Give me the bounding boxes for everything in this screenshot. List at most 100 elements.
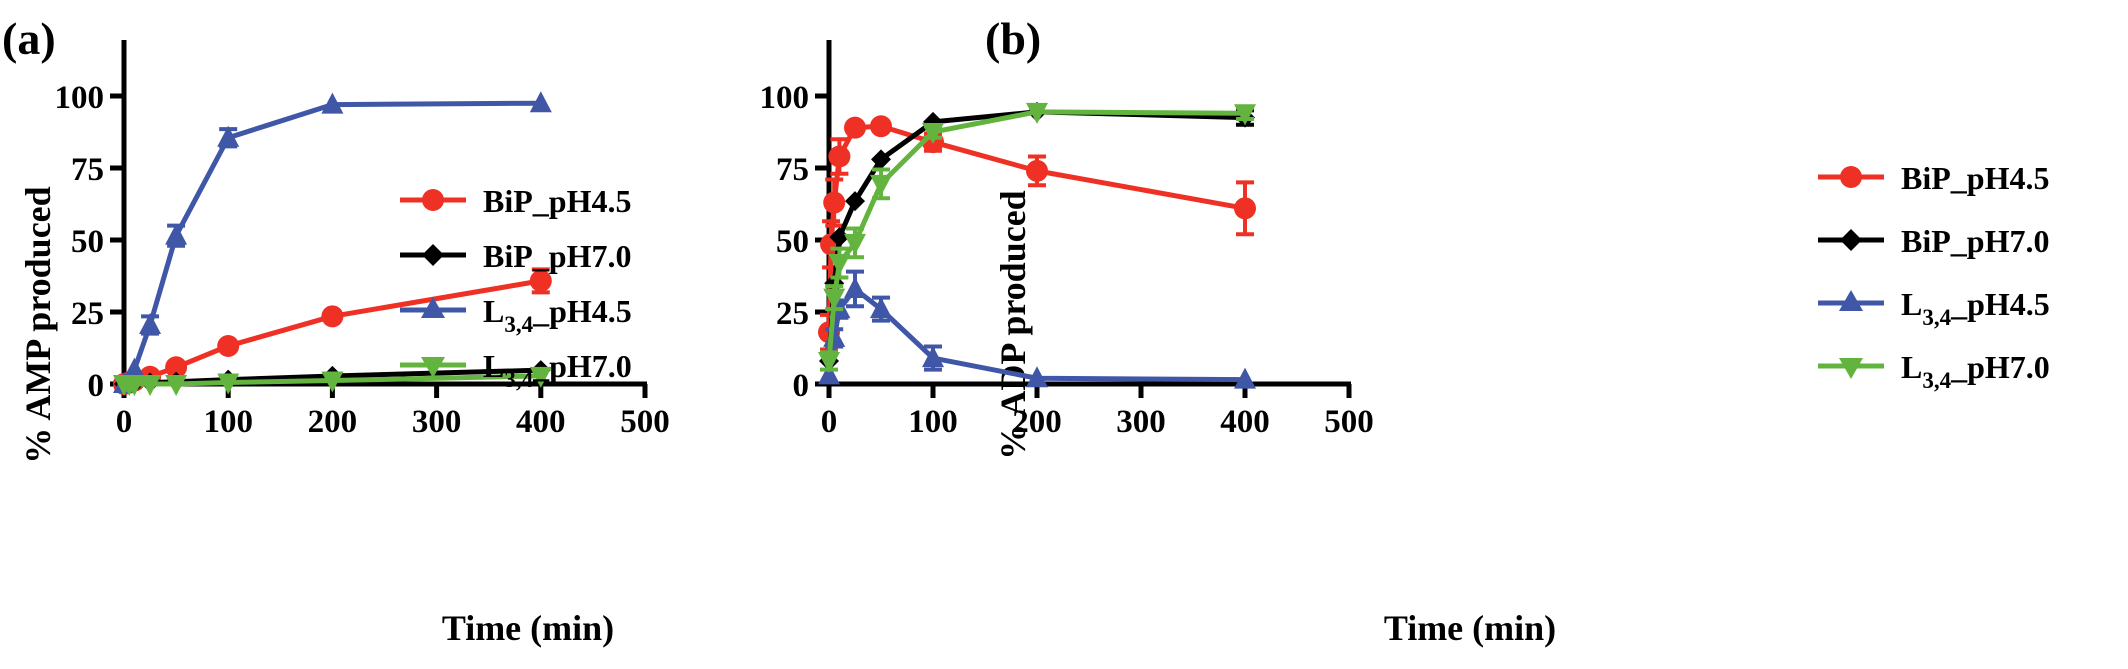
panel-a-series-l3-4-ph4-5-marker	[217, 125, 240, 147]
panel-a-x-tick-label: 300	[412, 404, 462, 440]
panel-b-series-l3-4-ph4-5	[818, 269, 1256, 389]
panel-a-x-tick-label: 400	[516, 404, 566, 440]
panel-b-y-tick-label: 50	[776, 224, 809, 260]
panel-b-series-l3-4-ph7-0-marker	[828, 254, 851, 276]
legend-marker-triangle-down	[421, 357, 445, 378]
panel-a-series-l3-4-ph7-0-marker	[123, 375, 146, 396]
panel-a-series-l3-4-ph4-5-marker	[321, 92, 344, 114]
panel-b-series-bip-ph4-5-marker	[844, 116, 866, 139]
panel-b-series-bip-ph4-5-marker	[1026, 159, 1048, 182]
panel-b-legend-item-l34-ph4-5: L3,4_pH4.5	[1818, 286, 2050, 330]
panel-a-x-axis-label: Time (min)	[442, 608, 614, 648]
panel-b-series-l3-4-ph7-0-marker	[823, 288, 846, 310]
panel-b-series-l3-4-ph4-5-marker	[1234, 367, 1256, 389]
panel-a-x-tick-label: 0	[116, 404, 133, 440]
panel-b-series-bip-ph7-0-marker	[829, 227, 850, 248]
panel-b-series-bip-ph7-0-marker	[845, 191, 865, 212]
panel-b-series-l3-4-ph7-0	[818, 102, 1256, 373]
panel-b-series-l3-4-ph4-5-marker	[818, 363, 840, 385]
panel-a-legend: BiP_pH4.5 BiP_pH7.0 L3,4_pH4.5 L3,4_pH7.…	[400, 183, 632, 392]
panel-a-series-l3-4-ph7-0-marker	[139, 375, 162, 396]
panel-b-x-tick-label: 0	[821, 404, 838, 440]
panel-a-y-tick-label: 50	[71, 224, 104, 260]
panel-b-label: (b)	[985, 13, 1041, 64]
panel-b-series-l3-4-ph4-5-marker	[844, 276, 866, 298]
panel-a-series-l3-4-ph4-5-marker	[139, 312, 162, 334]
legend-label: L3,4_pH4.5	[1901, 286, 2050, 330]
panel-b-series-l3-4-ph4-5-marker	[922, 346, 944, 368]
panel-b-plot-area	[818, 101, 1256, 389]
panel-a: (a) % AMP produced Time (min) 0 100 200 300…	[2, 13, 670, 648]
legend-marker-diamond	[1840, 229, 1862, 251]
panel-a-series-l3-4-ph4-5-marker	[123, 357, 146, 379]
panel-b-series-l3-4-ph7-0-marker	[870, 174, 892, 196]
legend-marker-triangle-up	[1839, 290, 1863, 311]
panel-b-series-l3-4-ph7-0-marker	[1234, 104, 1256, 126]
panel-b-x-tick-label: 500	[1324, 404, 1374, 440]
legend-marker-diamond	[422, 244, 444, 266]
panel-b-series-bip-ph4-5-marker	[870, 115, 892, 138]
panel-a-axes: 0 100 200 300 400 500 0 25 50 75 100	[55, 40, 670, 440]
panel-a-series-l3-4-ph7-0-marker	[321, 371, 344, 393]
panel-b-axes: 0 100 200 300 400 500 0 25 50 75 100	[760, 40, 1374, 440]
panel-a-y-tick-label: 25	[71, 296, 104, 332]
panel-a-series-bip-ph4-5-marker	[217, 334, 240, 357]
legend-label: BiP_pH7.0	[483, 238, 631, 274]
panel-a-series-bip-ph4-5-marker	[321, 305, 344, 328]
panel-b-series-l3-4-ph7-0-marker	[922, 123, 944, 144]
panel-b-x-tick-label: 300	[1116, 404, 1166, 440]
panel-a-x-tick-label: 500	[620, 404, 670, 440]
panel-b-series-l3-4-ph7-0-marker	[1026, 102, 1048, 124]
panel-a-series-l3-4-ph4-5	[113, 91, 552, 393]
panel-a-series-l3-4-ph4-5-marker	[165, 223, 188, 245]
panel-a-series-l3-4-ph4-5-marker	[529, 91, 552, 113]
panel-a-legend-item-bip-ph4-5: BiP_pH4.5	[400, 183, 631, 219]
panel-b-series-l3-4-ph4-5-marker	[870, 297, 892, 319]
panel-a-y-tick-label: 100	[55, 80, 105, 116]
legend-label: L3,4_pH7.0	[1901, 349, 2050, 393]
panel-b-x-tick-label: 100	[908, 404, 958, 440]
panel-b-y-tick-label: 100	[760, 80, 810, 116]
legend-marker-triangle-up	[421, 297, 445, 318]
panel-b-x-tick-label: 400	[1220, 404, 1270, 440]
panel-a-y-axis-label: % AMP produced	[18, 186, 58, 463]
panel-b-legend: BiP_pH4.5 BiP_pH7.0 L3,4_pH4.5 L3,4_pH7.…	[1818, 160, 2050, 393]
panel-b-y-tick-label: 0	[793, 368, 810, 404]
panel-a-legend-item-l34-ph7-0: L3,4_pH7.0	[400, 348, 632, 392]
panel-a-legend-item-l34-ph4-5: L3,4_pH4.5	[400, 293, 632, 337]
panel-b-series-bip-ph7-0-marker	[871, 149, 891, 170]
panel-b-series-bip-ph4-5-marker	[823, 191, 846, 214]
panel-b-y-tick-label: 75	[776, 152, 809, 188]
panel-a-y-tick-label: 75	[71, 152, 104, 188]
panel-b-series-bip-ph4-5-marker	[1234, 197, 1256, 220]
legend-marker-circle	[1840, 166, 1862, 188]
panel-b-series-bip-ph7-0	[819, 101, 1255, 371]
legend-label: BiP_pH7.0	[1901, 223, 2049, 259]
panel-a-series-l3-4-ph7-0-marker	[165, 375, 188, 396]
panel-b-series-l3-4-ph4-5-line	[826, 286, 1246, 383]
panel-b-series-bip-ph7-0-line	[826, 109, 1246, 362]
panel-a-legend-item-bip-ph7-0: BiP_pH7.0	[400, 238, 631, 274]
panel-b-legend-item-l34-ph7-0: L3,4_pH7.0	[1818, 349, 2050, 393]
panel-a-x-tick-label: 100	[203, 404, 253, 440]
panel-b-legend-item-bip-ph4-5: BiP_pH4.5	[1818, 160, 2049, 196]
panel-a-series-l3-4-ph7-0-marker	[529, 366, 552, 388]
panel-b-x-tick-label: 200	[1012, 404, 1062, 440]
panel-b-series-l3-4-ph7-0-marker	[818, 351, 840, 373]
panel-a-label: (a)	[2, 13, 56, 64]
panel-b-legend-item-bip-ph7-0: BiP_pH7.0	[1818, 223, 2049, 259]
legend-marker-circle	[422, 189, 444, 211]
panel-a-series-l3-4-ph7-0	[113, 366, 552, 396]
legend-label: BiP_pH4.5	[1901, 160, 2049, 196]
panel-b-series-l3-4-ph4-5-marker	[1026, 366, 1048, 388]
panel-b-series-l3-4-ph7-0-marker	[844, 233, 866, 255]
panel-a-y-tick-label: 0	[88, 368, 105, 404]
panel-a-series-bip-ph4-5-marker	[165, 356, 188, 379]
panel-a-plot-area	[113, 91, 552, 396]
panel-a-series-l3-4-ph7-0-marker	[217, 373, 240, 395]
panel-a-series-bip-ph4-5-marker	[529, 269, 552, 292]
panel-a-x-tick-label: 200	[308, 404, 358, 440]
legend-label: L3,4_pH7.0	[483, 348, 632, 392]
panel-b-y-axis-label: % ADP produced	[993, 190, 1033, 459]
